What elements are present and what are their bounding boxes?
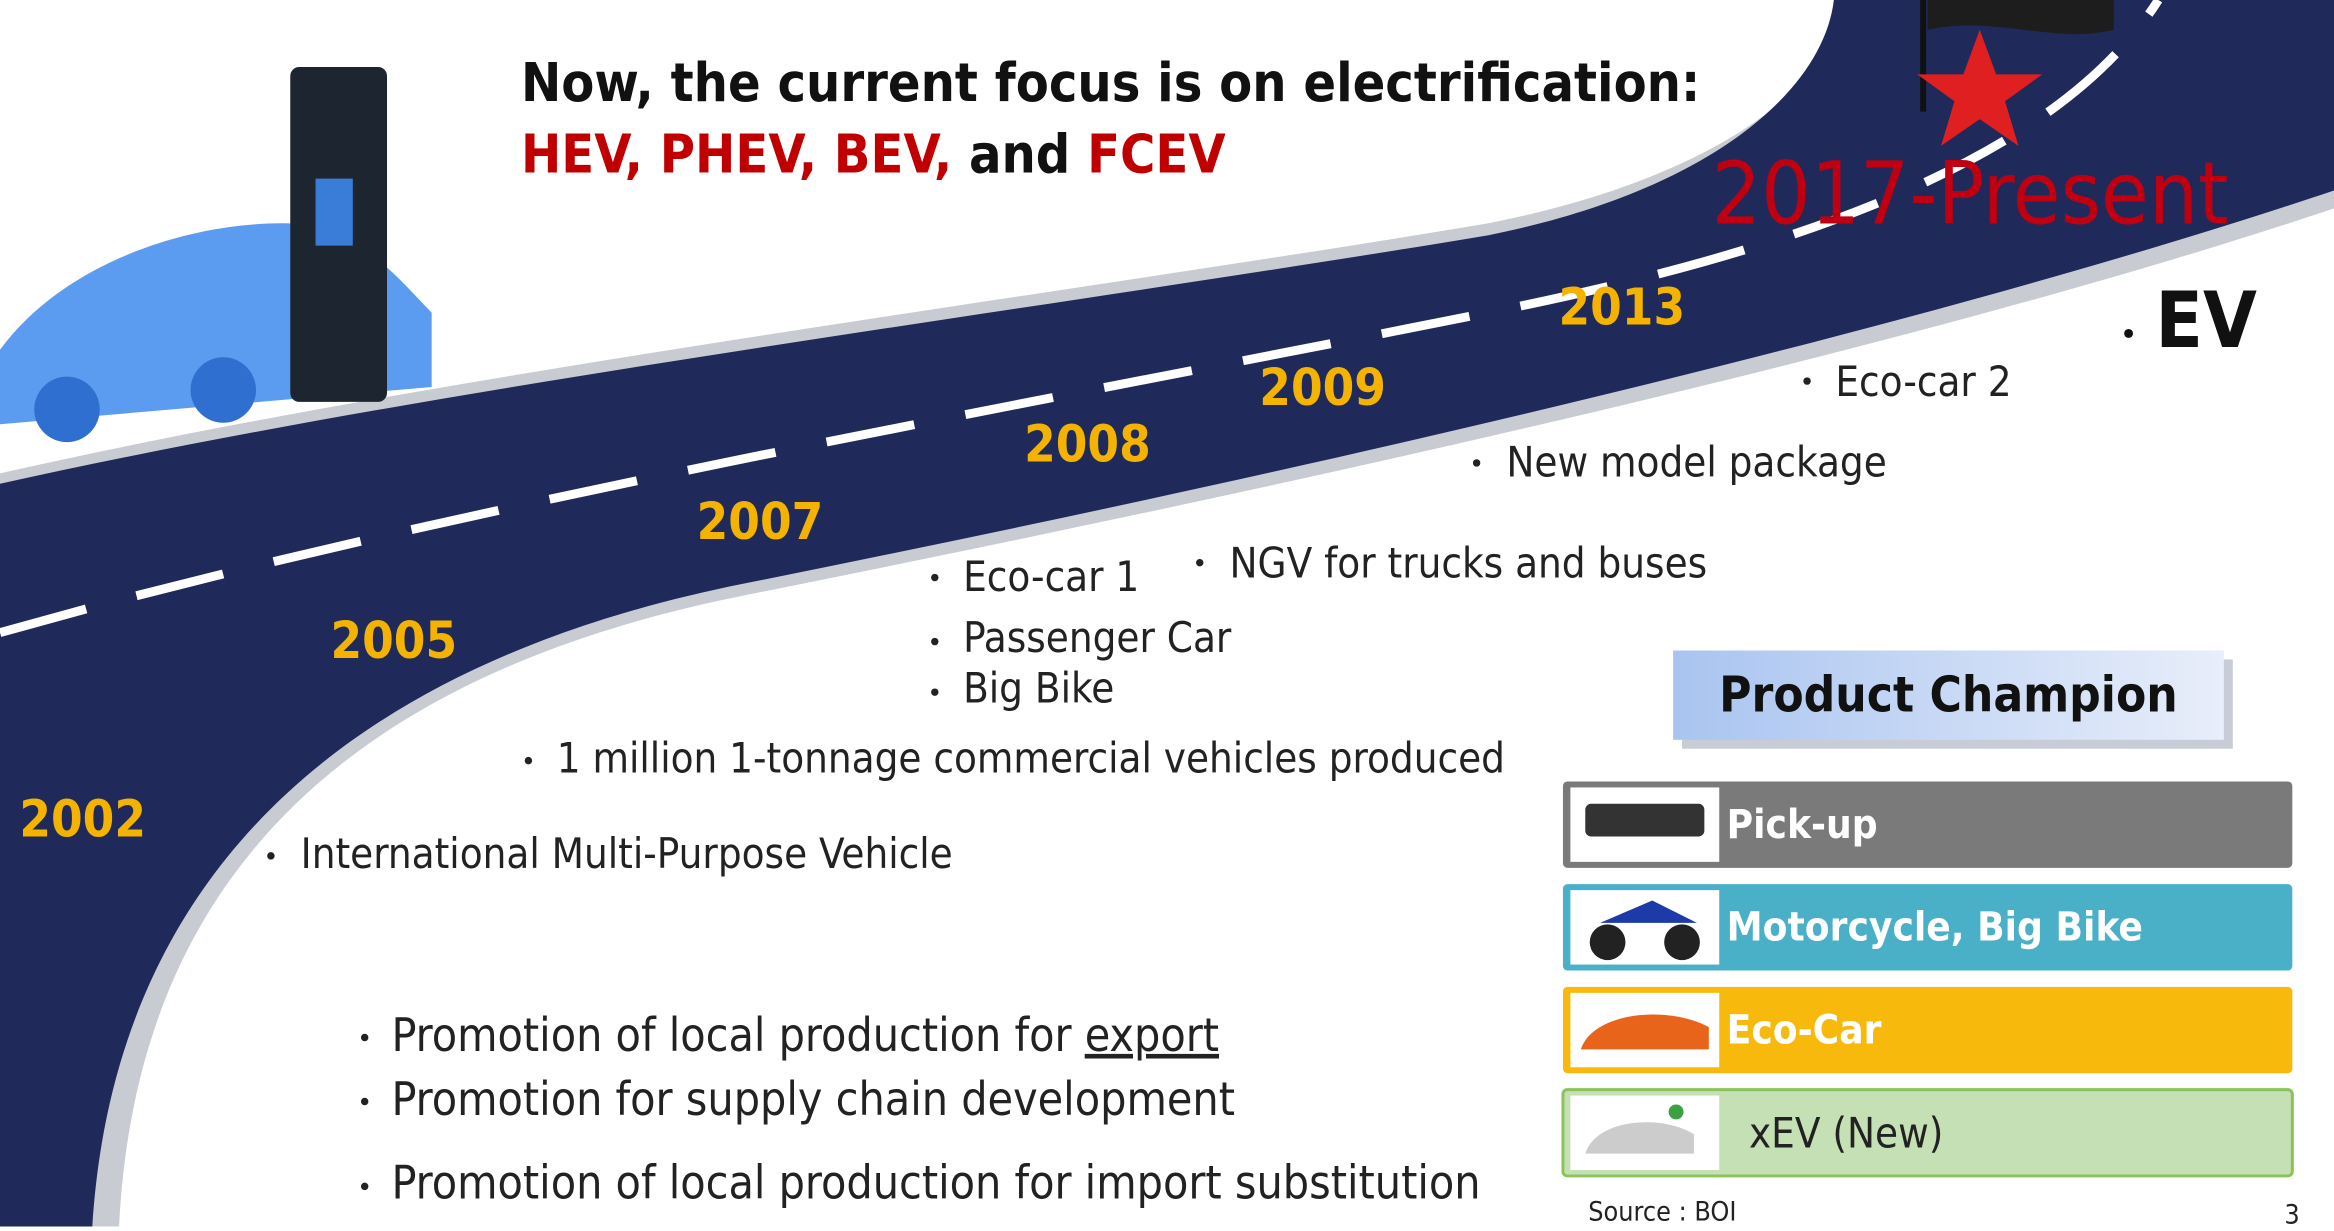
champion-rows: Pick-up Motorcycle, Big Bike Eco-Car xEV… (1563, 781, 2292, 1175)
promotion-text: Promotion of local production for (391, 1008, 1072, 1062)
note: Passenger Car (963, 613, 1232, 662)
note: NGV for trucks and buses (1230, 539, 1708, 588)
champion-title: Product Champion (1719, 666, 2178, 724)
year: 2005 (330, 611, 457, 670)
year: 2002 (19, 790, 146, 849)
title-line1: Now, the current focus is on electrifica… (521, 51, 1700, 114)
page: Now, the current focus is on electrifica… (0, 0, 2334, 1227)
bullet (2124, 329, 2133, 338)
note: Eco-car 1 (963, 552, 1139, 601)
era-item: EV (2155, 276, 2257, 366)
title-red: FCEV (1087, 123, 1226, 186)
era-label: 2017-Present (1712, 144, 2229, 244)
note: Eco-car 2 (1835, 357, 2011, 406)
title-mid: and (969, 123, 1070, 186)
champion-item: Pick-up (1727, 802, 1878, 848)
page-number: 3 (2284, 1200, 2299, 1227)
promotion: Promotion for supply chain development (391, 1072, 1235, 1126)
note: International Multi-Purpose Vehicle (301, 829, 953, 878)
note: New model package (1506, 437, 1886, 486)
promotion: Promotion of local production for import… (391, 1155, 1480, 1209)
promotions: Promotion of local production for export… (361, 1008, 1481, 1209)
promotion-link: export (1085, 1008, 1219, 1062)
source: Source : BOI (1588, 1197, 1736, 1227)
year: 2013 (1558, 278, 1685, 337)
champion-item: xEV (New) (1749, 1109, 1943, 1158)
note: 1 million 1-tonnage commercial vehicles … (557, 734, 1505, 783)
title-line2: HEV, PHEV, BEV, and FCEV (521, 123, 1226, 186)
year: 2008 (1024, 414, 1151, 473)
note: Big Bike (963, 664, 1114, 713)
year: 2009 (1259, 358, 1386, 417)
champion-item: Motorcycle, Big Bike (1727, 905, 2143, 951)
promotion: Promotion of local production for export (391, 1008, 1219, 1062)
champion-item: Eco-Car (1727, 1007, 1882, 1053)
ev-illustration (0, 67, 432, 442)
year: 2007 (697, 492, 824, 551)
title-red: HEV, PHEV, BEV, (521, 123, 952, 186)
slide: Now, the current focus is on electrifica… (0, 0, 2334, 1227)
